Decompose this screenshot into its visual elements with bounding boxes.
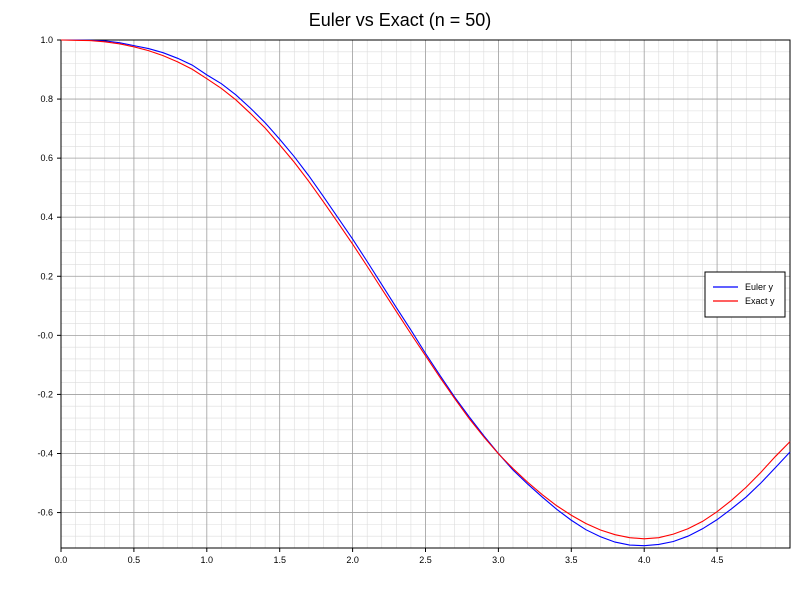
y-tick-label: 1.0: [40, 35, 53, 45]
x-tick-label: 3.5: [565, 555, 578, 565]
legend-label: Exact y: [745, 296, 775, 306]
y-tick-label: -0.2: [37, 389, 53, 399]
series-line-euler-y: [61, 39, 791, 547]
y-tick-label: -0.0: [37, 330, 53, 340]
x-axis: 0.0 0.5 1.0 1.5 2.0 2.5 3.0 3.5 4.0 4.5: [55, 548, 724, 565]
x-tick-label: 4.5: [711, 555, 724, 565]
y-axis: 1.0 0.8 0.6 0.4 0.2 -0.0 -0.2 -0.4 -0.6: [37, 35, 61, 518]
series-lines: [60, 39, 791, 547]
y-tick-label: 0.6: [40, 153, 53, 163]
major-grid: [60, 39, 790, 548]
legend: Euler y Exact y: [704, 271, 786, 318]
y-tick-label: 0.4: [40, 212, 53, 222]
x-tick-label: 3.0: [492, 555, 505, 565]
legend-box: [704, 271, 786, 318]
y-tick-label: -0.6: [37, 508, 53, 518]
legend-label: Euler y: [745, 282, 774, 292]
x-tick-label: 1.5: [273, 555, 286, 565]
x-tick-label: 0.0: [55, 555, 68, 565]
x-tick-label: 1.0: [201, 555, 214, 565]
series-line-exact-y: [60, 39, 791, 540]
y-tick-label: 0.2: [40, 271, 53, 281]
y-tick-label: -0.4: [37, 448, 53, 458]
chart-title: Euler vs Exact (n = 50): [308, 10, 492, 30]
x-tick-label: 2.5: [419, 555, 432, 565]
x-tick-label: 2.0: [346, 555, 359, 565]
y-tick-label: 0.8: [40, 94, 53, 104]
x-tick-label: 4.0: [638, 555, 651, 565]
x-tick-label: 0.5: [128, 555, 141, 565]
